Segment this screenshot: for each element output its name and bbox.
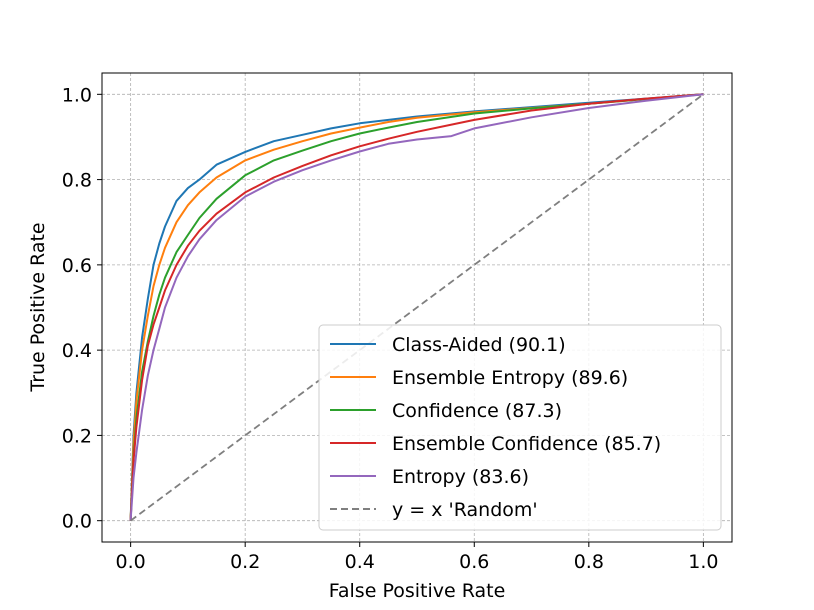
series-group (129, 93, 704, 522)
y-tick-label: 0.2 (62, 425, 92, 447)
x-tick-label: 0.8 (574, 551, 604, 573)
series-line-y-x-random (130, 93, 704, 522)
x-tick-label: 0.4 (345, 551, 375, 573)
y-tick-label: 0.8 (62, 170, 92, 192)
x-tick-label: 0.2 (230, 551, 260, 573)
x-axis-label: False Positive Rate (329, 580, 506, 602)
legend: Class-Aided (90.1) Ensemble Entropy (89.6… (318, 324, 722, 531)
legend-label: y = x 'Random' (392, 499, 538, 521)
x-tick-label: 0.6 (459, 551, 489, 573)
legend-label: Entropy (83.6) (392, 466, 529, 488)
x-tick-label: 0.0 (116, 551, 146, 573)
legend-box (318, 324, 722, 531)
y-tick-label: 0.0 (62, 511, 92, 533)
x-tick-label: 1.0 (688, 551, 718, 573)
legend-label: Ensemble Confidence (85.7) (392, 433, 661, 455)
series-line-ensemble-confidence-85-7 (129, 93, 704, 521)
y-tick-label: 1.0 (62, 84, 92, 106)
legend-label: Ensemble Entropy (89.6) (392, 367, 628, 389)
legend-label: Confidence (87.3) (392, 400, 562, 422)
legend-items: Class-Aided (90.1) Ensemble Entropy (89.6… (330, 334, 661, 521)
series-line-ensemble-entropy-89-6 (129, 93, 704, 521)
y-tick-label: 0.6 (62, 255, 92, 277)
y-axis-ticks: 0.0 0.2 0.4 0.6 0.8 1.0 (62, 84, 102, 533)
y-tick-label: 0.4 (62, 340, 92, 362)
legend-label: Class-Aided (90.1) (392, 334, 566, 356)
plot-frame (101, 72, 733, 543)
series-line-entropy-83-6 (129, 93, 704, 521)
x-axis-ticks: 0.0 0.2 0.4 0.6 0.8 1.0 (116, 542, 718, 573)
y-axis-label: True Positive Rate (27, 222, 49, 392)
